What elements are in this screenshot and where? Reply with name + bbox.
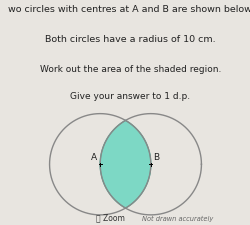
Text: wo circles with centres at A and B are shown below.: wo circles with centres at A and B are s… — [8, 5, 250, 14]
Text: Give your answer to 1 d.p.: Give your answer to 1 d.p. — [70, 92, 190, 101]
Text: Work out the area of the shaded region.: Work out the area of the shaded region. — [40, 65, 220, 74]
Text: Both circles have a radius of 10 cm.: Both circles have a radius of 10 cm. — [45, 35, 215, 44]
Polygon shape — [100, 120, 150, 208]
Text: A: A — [90, 153, 96, 162]
Text: B: B — [153, 153, 159, 162]
Text: Not drawn accurately: Not drawn accurately — [141, 216, 212, 223]
Text: 🔍 Zoom: 🔍 Zoom — [96, 214, 124, 223]
